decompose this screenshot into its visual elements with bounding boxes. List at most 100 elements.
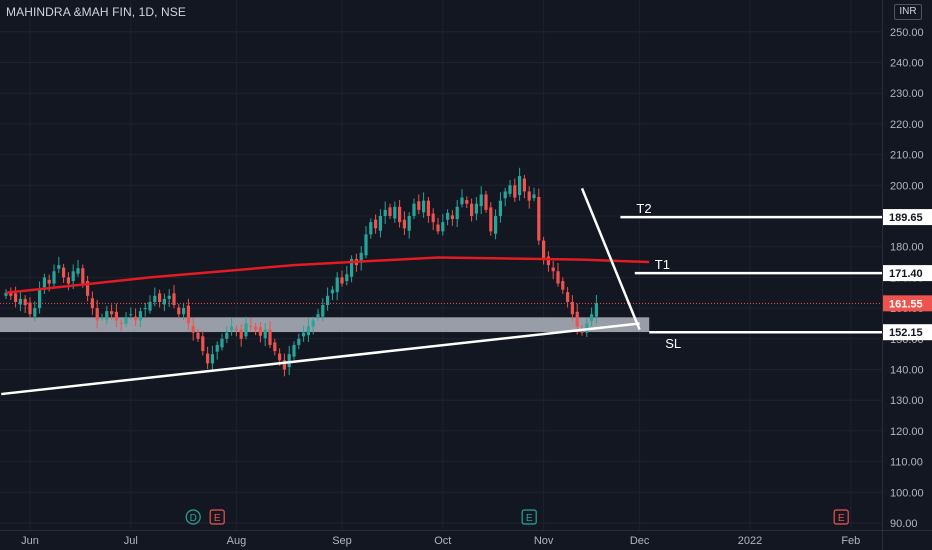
candle bbox=[86, 281, 90, 296]
candle bbox=[383, 209, 387, 216]
candle bbox=[76, 268, 80, 274]
candle bbox=[201, 336, 205, 352]
candle bbox=[527, 191, 531, 201]
candle bbox=[426, 200, 430, 216]
candle bbox=[191, 325, 195, 333]
candle bbox=[494, 216, 498, 234]
currency-button[interactable]: INR bbox=[894, 4, 922, 20]
earnings-marker[interactable] bbox=[521, 509, 537, 525]
support-trendline bbox=[1, 322, 640, 396]
candle bbox=[503, 191, 507, 199]
candle bbox=[230, 326, 234, 331]
candle bbox=[105, 311, 109, 320]
candle bbox=[417, 201, 421, 210]
candle bbox=[321, 305, 325, 317]
candle bbox=[412, 203, 416, 216]
candle bbox=[522, 178, 526, 192]
candle bbox=[268, 329, 272, 345]
candle bbox=[326, 295, 330, 306]
price-tick-label: 200.00 bbox=[890, 180, 924, 192]
candle bbox=[546, 256, 550, 266]
candle bbox=[470, 203, 474, 216]
dividend-marker[interactable] bbox=[185, 509, 201, 525]
candle bbox=[196, 332, 200, 339]
price-tick-label: 100.00 bbox=[890, 487, 924, 499]
candle bbox=[138, 311, 142, 321]
candle bbox=[561, 281, 565, 290]
candle bbox=[23, 298, 27, 306]
time-tick-label: Jun bbox=[21, 535, 39, 547]
price-tick-label: 210.00 bbox=[890, 150, 924, 162]
price-tick-label: 240.00 bbox=[890, 58, 924, 70]
event-marker-label: E bbox=[526, 513, 533, 524]
candle bbox=[446, 212, 450, 220]
candle bbox=[95, 308, 99, 321]
price-tick-label: 220.00 bbox=[890, 119, 924, 131]
earnings-marker[interactable] bbox=[833, 509, 849, 525]
candle bbox=[28, 302, 32, 315]
candle bbox=[350, 258, 354, 277]
candle bbox=[316, 314, 320, 318]
candle bbox=[4, 292, 8, 296]
candle bbox=[311, 320, 315, 327]
candle bbox=[172, 293, 176, 306]
candle bbox=[162, 298, 166, 305]
candle bbox=[249, 325, 253, 327]
candle bbox=[90, 298, 94, 309]
candle bbox=[335, 277, 339, 293]
candle bbox=[369, 222, 373, 235]
candle bbox=[134, 316, 138, 321]
candle bbox=[148, 301, 152, 311]
price-tick-label: 90.00 bbox=[890, 518, 918, 530]
price-tick-label: 250.00 bbox=[890, 27, 924, 39]
candle bbox=[508, 185, 512, 194]
candle bbox=[158, 293, 162, 302]
candle bbox=[364, 234, 368, 256]
price-tick-label: 140.00 bbox=[890, 365, 924, 377]
candle bbox=[297, 338, 301, 345]
candle bbox=[273, 342, 277, 352]
price-label-text: 161.55 bbox=[889, 298, 923, 310]
candle bbox=[513, 185, 517, 198]
candle bbox=[431, 213, 435, 223]
candle bbox=[436, 224, 440, 232]
candle bbox=[225, 332, 229, 339]
candle bbox=[479, 194, 483, 207]
price-label-badge bbox=[883, 209, 932, 226]
candle bbox=[402, 219, 406, 229]
candle bbox=[556, 271, 560, 284]
candle bbox=[532, 194, 536, 199]
price-label-text: 171.40 bbox=[889, 268, 923, 280]
time-tick-label: 2022 bbox=[738, 535, 762, 547]
candle bbox=[153, 295, 157, 302]
earnings-marker[interactable] bbox=[209, 509, 225, 525]
price-label-badge bbox=[883, 324, 932, 341]
candle bbox=[234, 328, 238, 330]
candle bbox=[129, 314, 133, 316]
candle bbox=[359, 252, 363, 263]
event-marker-label: D bbox=[190, 513, 197, 524]
candle bbox=[422, 200, 426, 213]
event-marker-label: E bbox=[838, 513, 845, 524]
candle bbox=[287, 354, 291, 368]
chart-title: MAHINDRA &MAH FIN, 1D, NSE bbox=[6, 5, 186, 19]
price-label-badge bbox=[883, 265, 932, 282]
candle bbox=[258, 327, 262, 336]
candle bbox=[38, 289, 42, 309]
moving-average-line bbox=[5, 256, 650, 294]
candle bbox=[292, 344, 296, 357]
candle bbox=[542, 240, 546, 259]
candle bbox=[441, 222, 445, 232]
candle bbox=[340, 277, 344, 284]
candle bbox=[244, 323, 248, 337]
time-tick-label: Jul bbox=[124, 535, 138, 547]
event-marker-label: E bbox=[214, 513, 221, 524]
candle bbox=[407, 216, 411, 231]
candle bbox=[537, 196, 541, 241]
candle bbox=[282, 360, 286, 370]
candle bbox=[177, 307, 181, 315]
candle bbox=[518, 176, 522, 196]
time-tick-label: Sep bbox=[332, 535, 352, 547]
candle bbox=[465, 200, 469, 204]
